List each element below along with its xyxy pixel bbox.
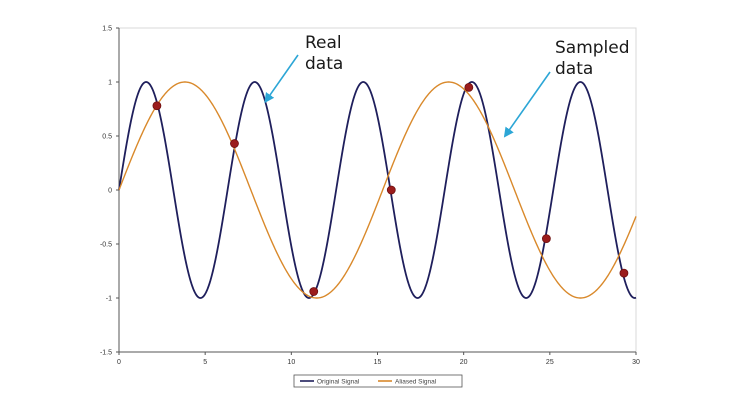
y-tick-label: -1 <box>106 296 112 303</box>
x-tick-label: 20 <box>460 359 468 366</box>
plot-area <box>118 27 637 353</box>
sample-point <box>230 139 239 148</box>
y-tick-label: -1.5 <box>100 350 112 357</box>
x-tick-label: 30 <box>632 359 640 366</box>
annotation-sampled-arrow <box>503 71 551 138</box>
y-tick-label: 0.5 <box>102 134 112 141</box>
annotation-real-text: data <box>305 54 343 74</box>
sample-point <box>541 234 551 244</box>
series-line-original-signal <box>118 81 637 299</box>
sample-point <box>464 83 474 92</box>
series-line-aliased-signal <box>118 81 637 299</box>
sample-point <box>309 287 319 296</box>
annotation-sampled-text: Sampled <box>555 38 630 58</box>
sample-point <box>386 185 396 195</box>
y-tick-label: 1 <box>108 80 112 87</box>
x-tick-label: 10 <box>287 359 295 366</box>
x-tick-label: 15 <box>374 359 382 366</box>
x-tick-label: 5 <box>203 359 207 366</box>
annotation-real-text: Real <box>305 33 342 53</box>
annotation-real-arrow <box>264 54 299 104</box>
annotation-sampled-text: data <box>555 59 593 79</box>
axes: 1.5 1 0.5 0 -0.5 -1 -1.5 0 5 10 15 20 25 30 <box>100 26 640 367</box>
sample-points <box>152 83 629 296</box>
sample-point <box>152 101 162 111</box>
x-tick-label: 25 <box>546 359 554 366</box>
legend-label-original-signal: Original Signal <box>317 378 360 385</box>
sample-point <box>619 268 629 278</box>
series-lines <box>118 81 637 299</box>
x-tick-label: 0 <box>117 359 121 366</box>
legend-label-aliased-signal: Aliased Signal <box>395 378 437 385</box>
y-tick-label: 1.5 <box>102 26 112 33</box>
y-tick-label: 0 <box>108 188 112 195</box>
legend: Original Signal Aliased Signal <box>293 374 463 388</box>
y-tick-label: -0.5 <box>100 242 112 249</box>
